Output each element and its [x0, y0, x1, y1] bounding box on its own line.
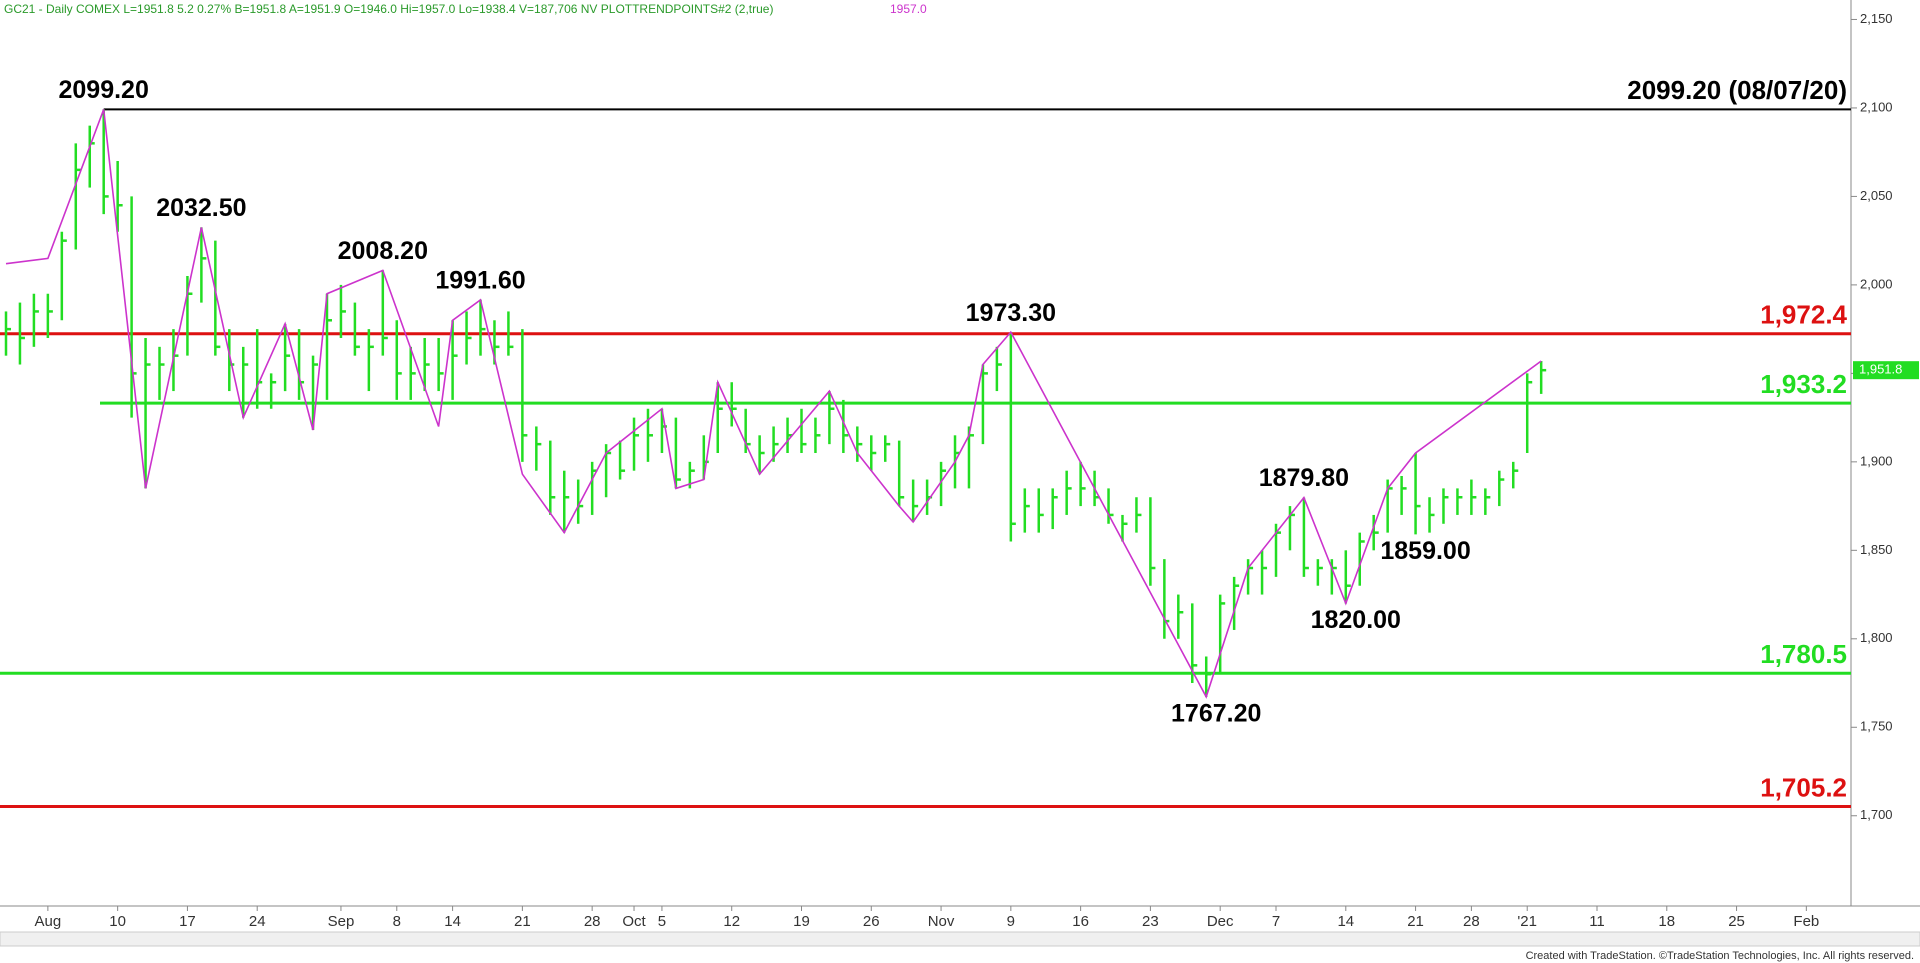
x-tick-label: 7 — [1272, 913, 1280, 930]
level-label: 1,972.4 — [1760, 300, 1847, 330]
x-tick-label: 24 — [249, 913, 266, 930]
trend-line — [5, 109, 1542, 699]
pivot-label: 2032.50 — [156, 194, 246, 222]
x-tick-label: 9 — [1007, 913, 1015, 930]
y-tick-label: 1,900 — [1860, 453, 1893, 468]
x-tick-label: 28 — [1463, 913, 1480, 930]
x-tick-label: 14 — [1337, 913, 1354, 930]
last-price-label: 1,951.8 — [1859, 362, 1902, 377]
footer: Created with TradeStation. ©TradeStation… — [1526, 950, 1914, 962]
x-tick-label: 21 — [514, 913, 531, 930]
pivot-label: 1820.00 — [1311, 606, 1401, 634]
x-tick-label: 8 — [393, 913, 401, 930]
header: GC21 - Daily COMEX L=1951.8 5.2 0.27% B=… — [4, 2, 773, 16]
x-tick-label: Sep — [328, 913, 355, 930]
x-tick-label: 18 — [1658, 913, 1675, 930]
x-tick-label: Oct — [622, 913, 646, 930]
y-tick-label: 1,700 — [1860, 807, 1893, 822]
pivot-label: 1879.80 — [1259, 464, 1349, 492]
x-tick-label: 28 — [584, 913, 601, 930]
x-tick-label: 12 — [723, 913, 740, 930]
pivot-label: 2008.20 — [338, 237, 428, 265]
x-tick-label: 23 — [1142, 913, 1159, 930]
x-tick-label: 16 — [1072, 913, 1089, 930]
header-extra: 1957.0 — [890, 2, 927, 16]
x-tick-label: 10 — [109, 913, 126, 930]
y-tick-label: 1,800 — [1860, 630, 1893, 645]
x-tick-label: 26 — [863, 913, 880, 930]
level-label: 1,933.2 — [1760, 369, 1847, 399]
y-tick-label: 2,000 — [1860, 276, 1893, 291]
x-tick-label: Feb — [1793, 913, 1819, 930]
x-tick-label: Dec — [1207, 913, 1234, 930]
y-tick-label: 1,750 — [1860, 719, 1893, 734]
y-tick-label: 1,850 — [1860, 542, 1893, 557]
level-label: 2099.20 (08/07/20) — [1627, 75, 1847, 105]
x-tick-label: Nov — [928, 913, 955, 930]
y-tick-label: 2,100 — [1860, 99, 1893, 114]
x-tick-label: 25 — [1728, 913, 1745, 930]
pivot-label: 1991.60 — [435, 266, 525, 294]
pivot-label: 2099.20 — [59, 76, 149, 104]
level-label: 1,705.2 — [1760, 772, 1847, 802]
x-tick-label: 17 — [179, 913, 196, 930]
last-price-box — [1853, 361, 1919, 380]
x-tick-label: 21 — [1407, 913, 1424, 930]
pivot-label: 1767.20 — [1171, 699, 1261, 727]
pivot-label: 1859.00 — [1380, 537, 1470, 565]
x-tick-label: '21 — [1517, 913, 1537, 930]
scrollbar[interactable] — [0, 931, 1920, 947]
pivot-label: 1973.30 — [966, 299, 1056, 327]
x-tick-label: 19 — [793, 913, 810, 930]
x-tick-label: 14 — [444, 913, 461, 930]
y-tick-label: 2,050 — [1860, 188, 1893, 203]
level-label: 1,780.5 — [1760, 639, 1847, 669]
x-tick-label: 11 — [1589, 913, 1605, 930]
y-tick-label: 2,150 — [1860, 11, 1893, 26]
x-tick-label: Aug — [35, 913, 62, 930]
x-tick-label: 5 — [658, 913, 666, 930]
